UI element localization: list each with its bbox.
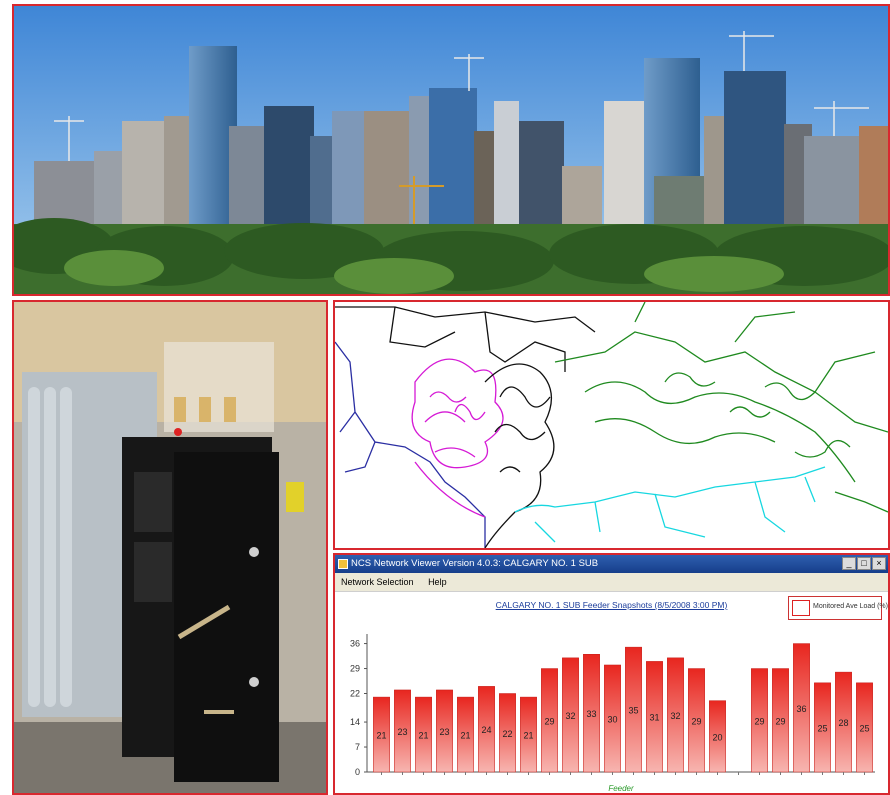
y-tick-label: 7: [355, 742, 360, 752]
x-axis-label: Feeder: [608, 784, 634, 793]
bar-value-label: 30: [607, 714, 617, 724]
bar-value-label: 32: [670, 711, 680, 721]
bar-value-label: 21: [376, 731, 386, 741]
legend-swatch-icon: [792, 600, 810, 616]
legend-label: Monitored Ave Load (%): [813, 603, 888, 610]
bar-value-label: 20: [712, 732, 722, 742]
window-title-bar[interactable]: NCS Network Viewer Version 4.0.3: CALGAR…: [335, 555, 888, 573]
city-skyline-photo: [12, 4, 890, 296]
bar-value-label: 28: [838, 718, 848, 728]
chart-title[interactable]: CALGARY NO. 1 SUB Feeder Snapshots (8/5/…: [495, 600, 728, 610]
bar-value-label: 31: [649, 713, 659, 723]
y-tick-label: 14: [350, 717, 360, 727]
y-tick-label: 0: [355, 767, 360, 777]
maximize-button[interactable]: □: [857, 557, 871, 570]
bar-value-label: 29: [691, 716, 701, 726]
feeder-network-map: [333, 300, 890, 550]
close-button[interactable]: ×: [872, 557, 886, 570]
menu-bar: Network Selection Help: [335, 573, 888, 592]
bar-value-label: 32: [565, 711, 575, 721]
bar-value-label: 25: [859, 723, 869, 733]
minimize-button[interactable]: _: [842, 557, 856, 570]
chart-area: CALGARY NO. 1 SUB Feeder Snapshots (8/5/…: [335, 592, 888, 793]
bar-value-label: 29: [775, 716, 785, 726]
bar-value-label: 24: [481, 725, 491, 735]
window-controls: _ □ ×: [842, 557, 886, 570]
network-map-drawing: [335, 302, 888, 548]
transformer-illustration: [14, 302, 326, 793]
skyline-illustration: [14, 6, 888, 294]
bar-value-label: 21: [460, 731, 470, 741]
window-title: NCS Network Viewer Version 4.0.3: CALGAR…: [351, 558, 599, 569]
bar-value-label: 23: [397, 727, 407, 737]
bar-value-label: 21: [418, 731, 428, 741]
bar-value-label: 23: [439, 727, 449, 737]
bar-value-label: 25: [817, 723, 827, 733]
bar-value-label: 22: [502, 729, 512, 739]
bar-value-label: 29: [544, 716, 554, 726]
bar-value-label: 36: [796, 704, 806, 714]
ncs-network-viewer-window: NCS Network Viewer Version 4.0.3: CALGAR…: [333, 553, 890, 795]
app-icon: [338, 559, 348, 569]
y-tick-label: 29: [350, 664, 360, 674]
bar-value-label: 33: [586, 709, 596, 719]
feeder-load-bar-chart: 0 7 14 22 29 36 21 23 21 23 21 24 22 21 29 32 33 30 35 31 3…: [350, 634, 875, 793]
transformer-equipment-photo: [12, 300, 328, 795]
bar-value-label: 21: [523, 731, 533, 741]
bar-value-label: 29: [754, 716, 764, 726]
menu-network-selection[interactable]: Network Selection: [341, 577, 414, 587]
menu-help[interactable]: Help: [428, 577, 447, 587]
y-tick-label: 22: [350, 689, 360, 699]
chart-legend: Monitored Ave Load (%): [788, 596, 888, 620]
y-tick-label: 36: [350, 639, 360, 649]
bar-value-label: 35: [628, 706, 638, 716]
